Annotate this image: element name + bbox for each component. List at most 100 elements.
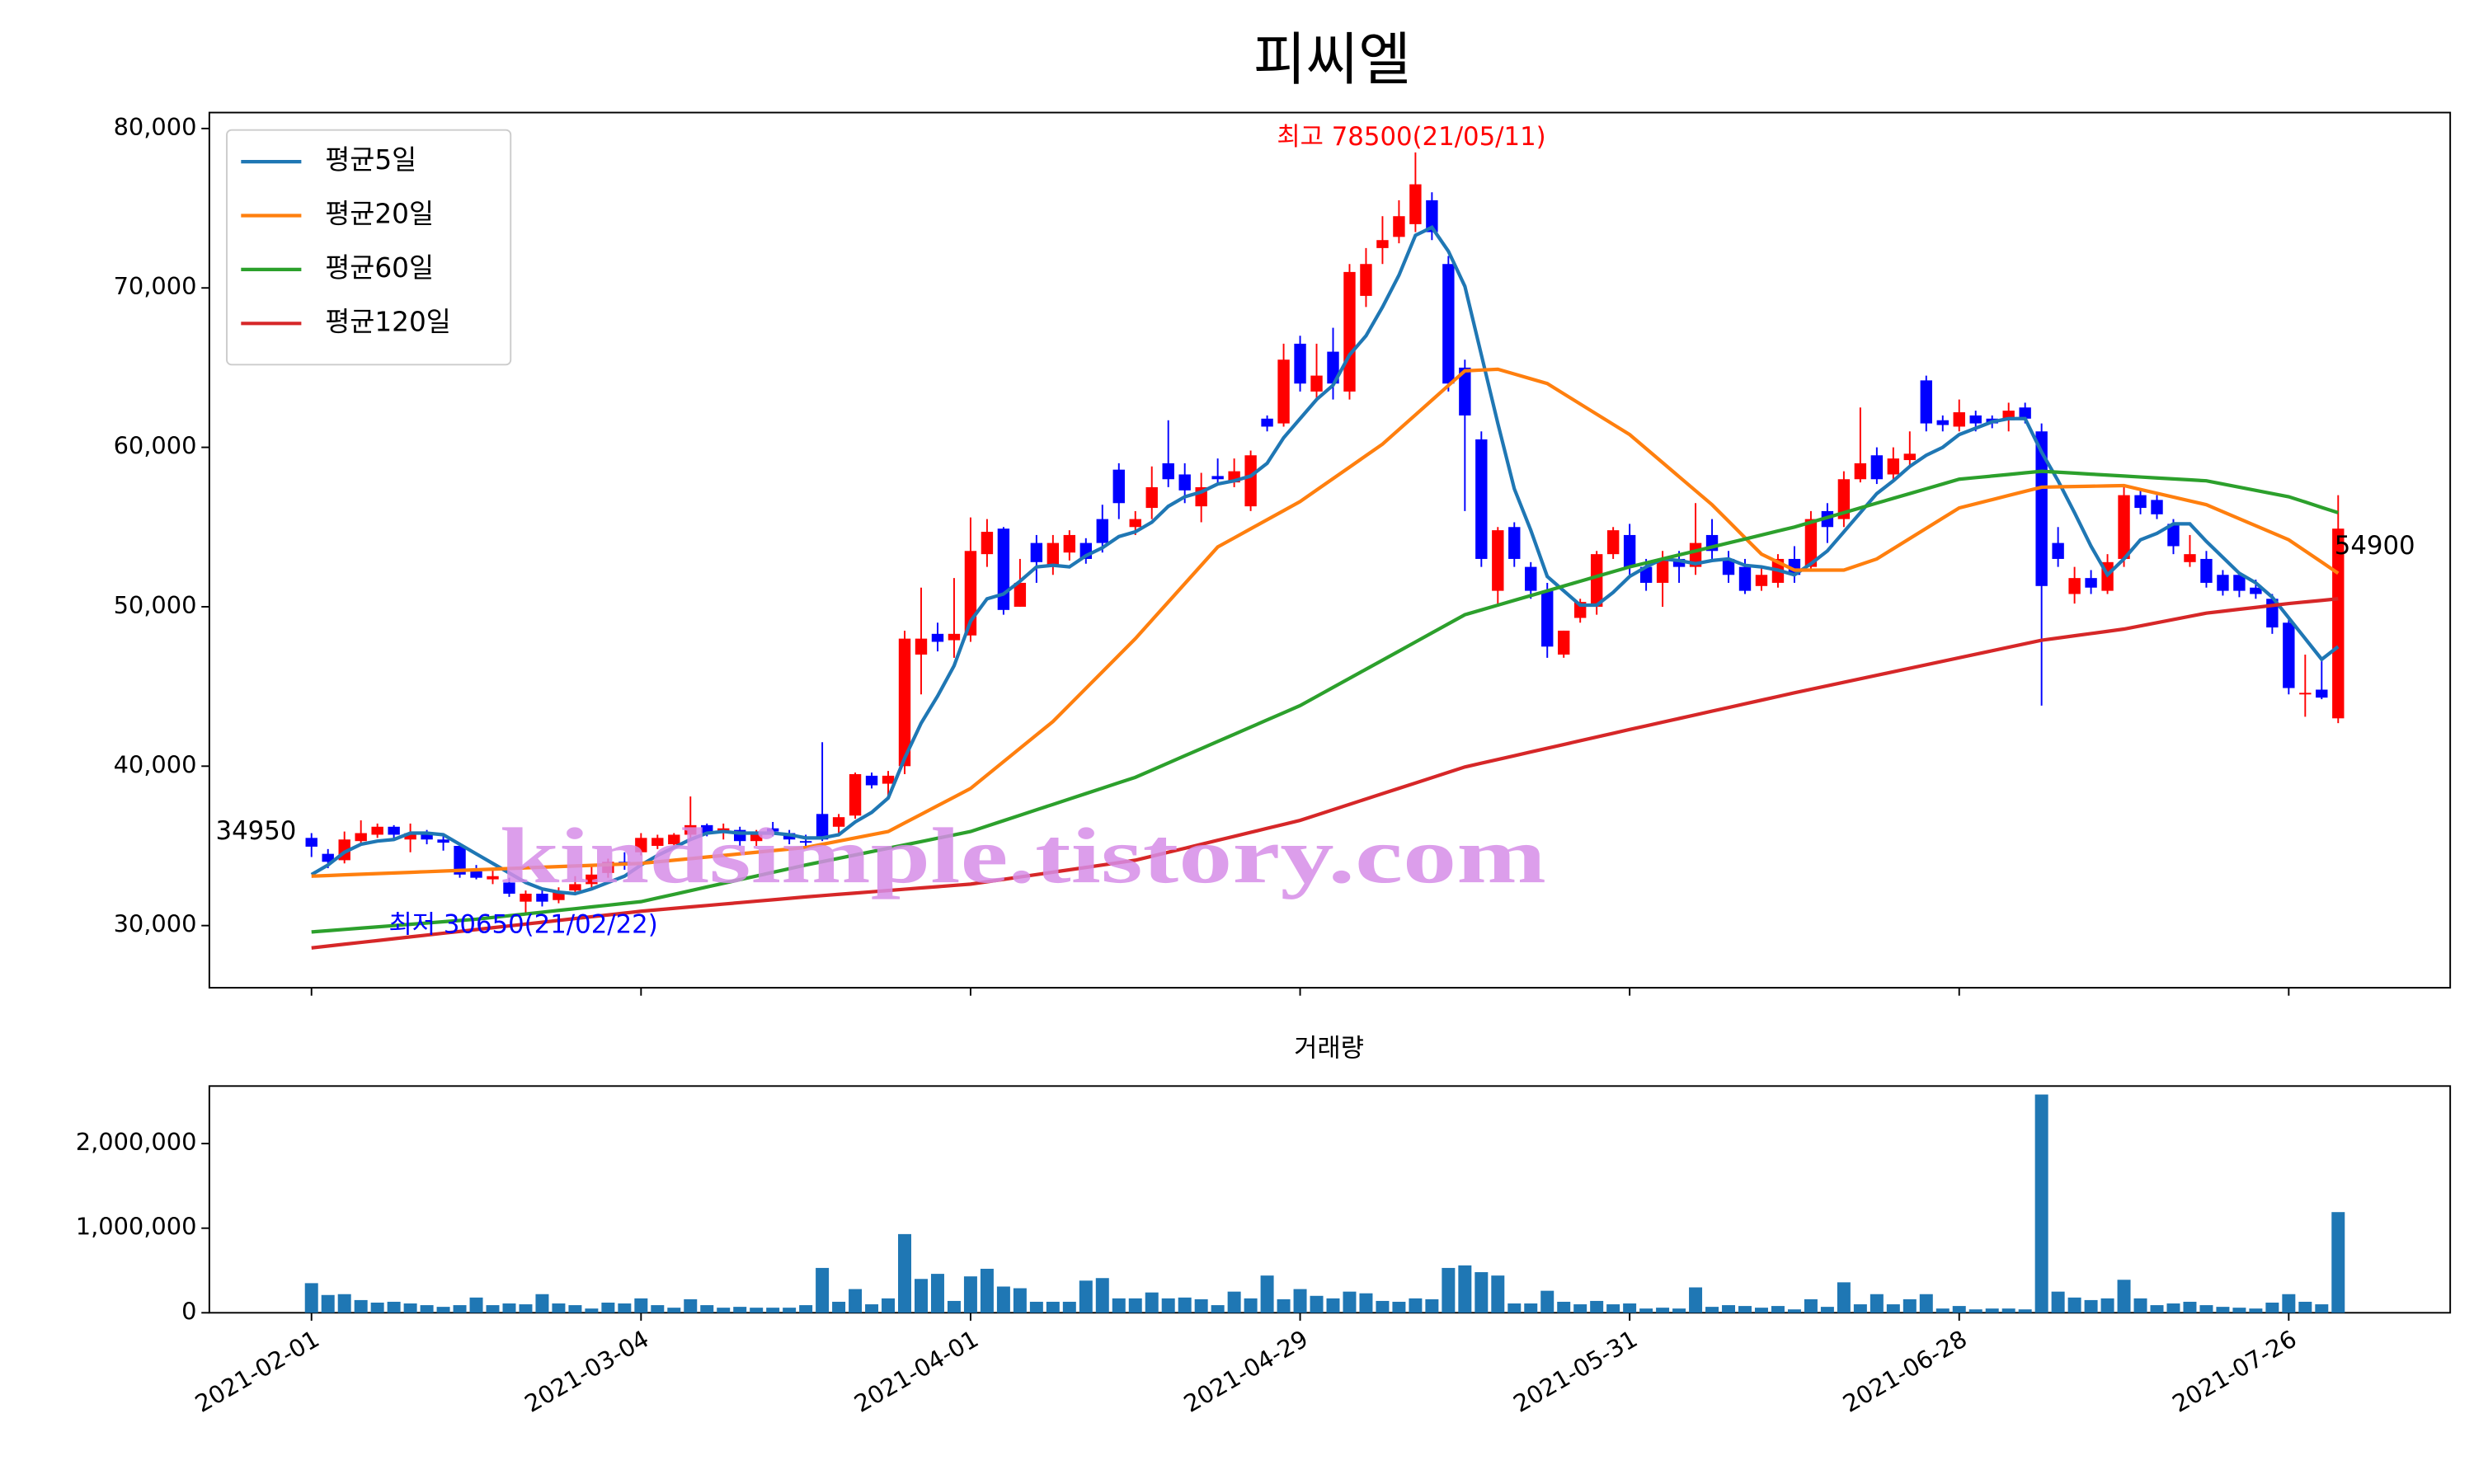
volume-bar (963, 1276, 977, 1313)
y-tick-label: 70,000 (114, 272, 197, 300)
volume-bar (1343, 1291, 1357, 1313)
candle-body (371, 826, 383, 835)
volume-bar (1590, 1300, 1604, 1313)
candle-body (2085, 578, 2097, 588)
volume-bar (2117, 1280, 2131, 1313)
volume-bar (1524, 1303, 1538, 1313)
volume-bar (1754, 1308, 1768, 1313)
volume-bar (2133, 1298, 2147, 1313)
volume-bar (568, 1305, 582, 1313)
candle-body (766, 828, 779, 832)
candle-body (701, 824, 713, 834)
volume-bar (486, 1305, 500, 1313)
candle-body (1409, 184, 1422, 224)
volume-bar (337, 1294, 351, 1313)
candle-body (2019, 407, 2031, 419)
volume-bar (1194, 1298, 1208, 1313)
candle-body (305, 838, 317, 847)
volume-bar (1277, 1298, 1291, 1313)
volume-bar (1507, 1303, 1522, 1313)
candle-body (1376, 240, 1389, 248)
volume-bar (1310, 1295, 1324, 1313)
candle-body (2332, 528, 2345, 719)
candle-body (520, 893, 532, 902)
candle-body (1277, 359, 1290, 424)
candle-body (1393, 216, 1405, 237)
volume-bar (1771, 1306, 1785, 1313)
volume-bar (354, 1299, 368, 1313)
volume-bar (1820, 1307, 1834, 1313)
volume-bar (2282, 1294, 2296, 1313)
candle-body (1936, 420, 1949, 425)
volume-bar (618, 1303, 632, 1313)
candle-body (849, 773, 862, 816)
volume-bar (2331, 1212, 2345, 1313)
volume-bar (2051, 1291, 2065, 1313)
volume-bar (403, 1303, 417, 1313)
volume-bar (783, 1308, 797, 1313)
candle-body (2233, 575, 2246, 591)
candle-body (2002, 411, 2015, 420)
candle-body (2250, 587, 2262, 594)
candle-body (882, 775, 895, 784)
volume-bar (469, 1297, 483, 1313)
volume-bar (1903, 1298, 1917, 1313)
legend-label: 평균5일 (325, 144, 416, 176)
y-tick-label: 40,000 (114, 750, 197, 778)
candle-body (997, 528, 1010, 610)
candle-body (1063, 534, 1076, 553)
candle-body (1639, 566, 1653, 583)
candle-body (1310, 375, 1323, 392)
volume-bar (2298, 1301, 2312, 1313)
candle-body (1854, 463, 1867, 480)
volume-bar (684, 1298, 698, 1313)
candle-body (2151, 500, 2163, 514)
volume-bar (519, 1304, 533, 1313)
volume-bar (1738, 1306, 1752, 1313)
candle-body (1837, 479, 1851, 519)
volume-bar (930, 1274, 944, 1313)
volume-bar (1475, 1272, 1489, 1313)
candle-body (1047, 542, 1060, 566)
candle-body (1870, 455, 1884, 480)
volume-bar (2084, 1299, 2098, 1313)
candle-body (1887, 458, 1900, 475)
volume-bar (1870, 1294, 1884, 1313)
volume-bar (947, 1300, 961, 1313)
volume-bar (1952, 1306, 1966, 1313)
volume-bar (2199, 1305, 2213, 1313)
volume-bar (453, 1305, 467, 1313)
volume-bar (634, 1298, 648, 1313)
candle-body (586, 874, 598, 885)
volume-bar (1359, 1293, 1373, 1313)
volume-bar (1260, 1275, 1274, 1313)
volume-bar (1491, 1275, 1505, 1313)
candle-body (1755, 575, 1768, 586)
annotation: 최저 30650(21/02/22) (388, 910, 657, 940)
candle-body (487, 876, 499, 880)
y-tick-label: 60,000 (114, 432, 197, 460)
candle-body (1804, 519, 1818, 567)
candle-body (2200, 558, 2213, 583)
volume-bar (2150, 1305, 2164, 1313)
volume-bar (1540, 1290, 1554, 1313)
volume-bar (898, 1233, 912, 1313)
candle-body (635, 838, 647, 852)
volume-bar (816, 1267, 830, 1313)
candle-body (1606, 530, 1620, 555)
volume-bar (436, 1307, 450, 1313)
volume-bar (1442, 1267, 1456, 1313)
volume-bar (980, 1268, 994, 1313)
volume-bar (1145, 1292, 1159, 1313)
candle-body (388, 826, 400, 835)
volume-bar (1062, 1301, 1076, 1313)
volume-bar (1293, 1289, 1307, 1313)
candle-body (1129, 519, 1141, 528)
volume-bar (2001, 1308, 2015, 1313)
candle-body (536, 893, 548, 902)
legend-label: 평균60일 (325, 252, 434, 284)
volume-bar (914, 1279, 928, 1313)
volume-bar (2216, 1307, 2230, 1313)
